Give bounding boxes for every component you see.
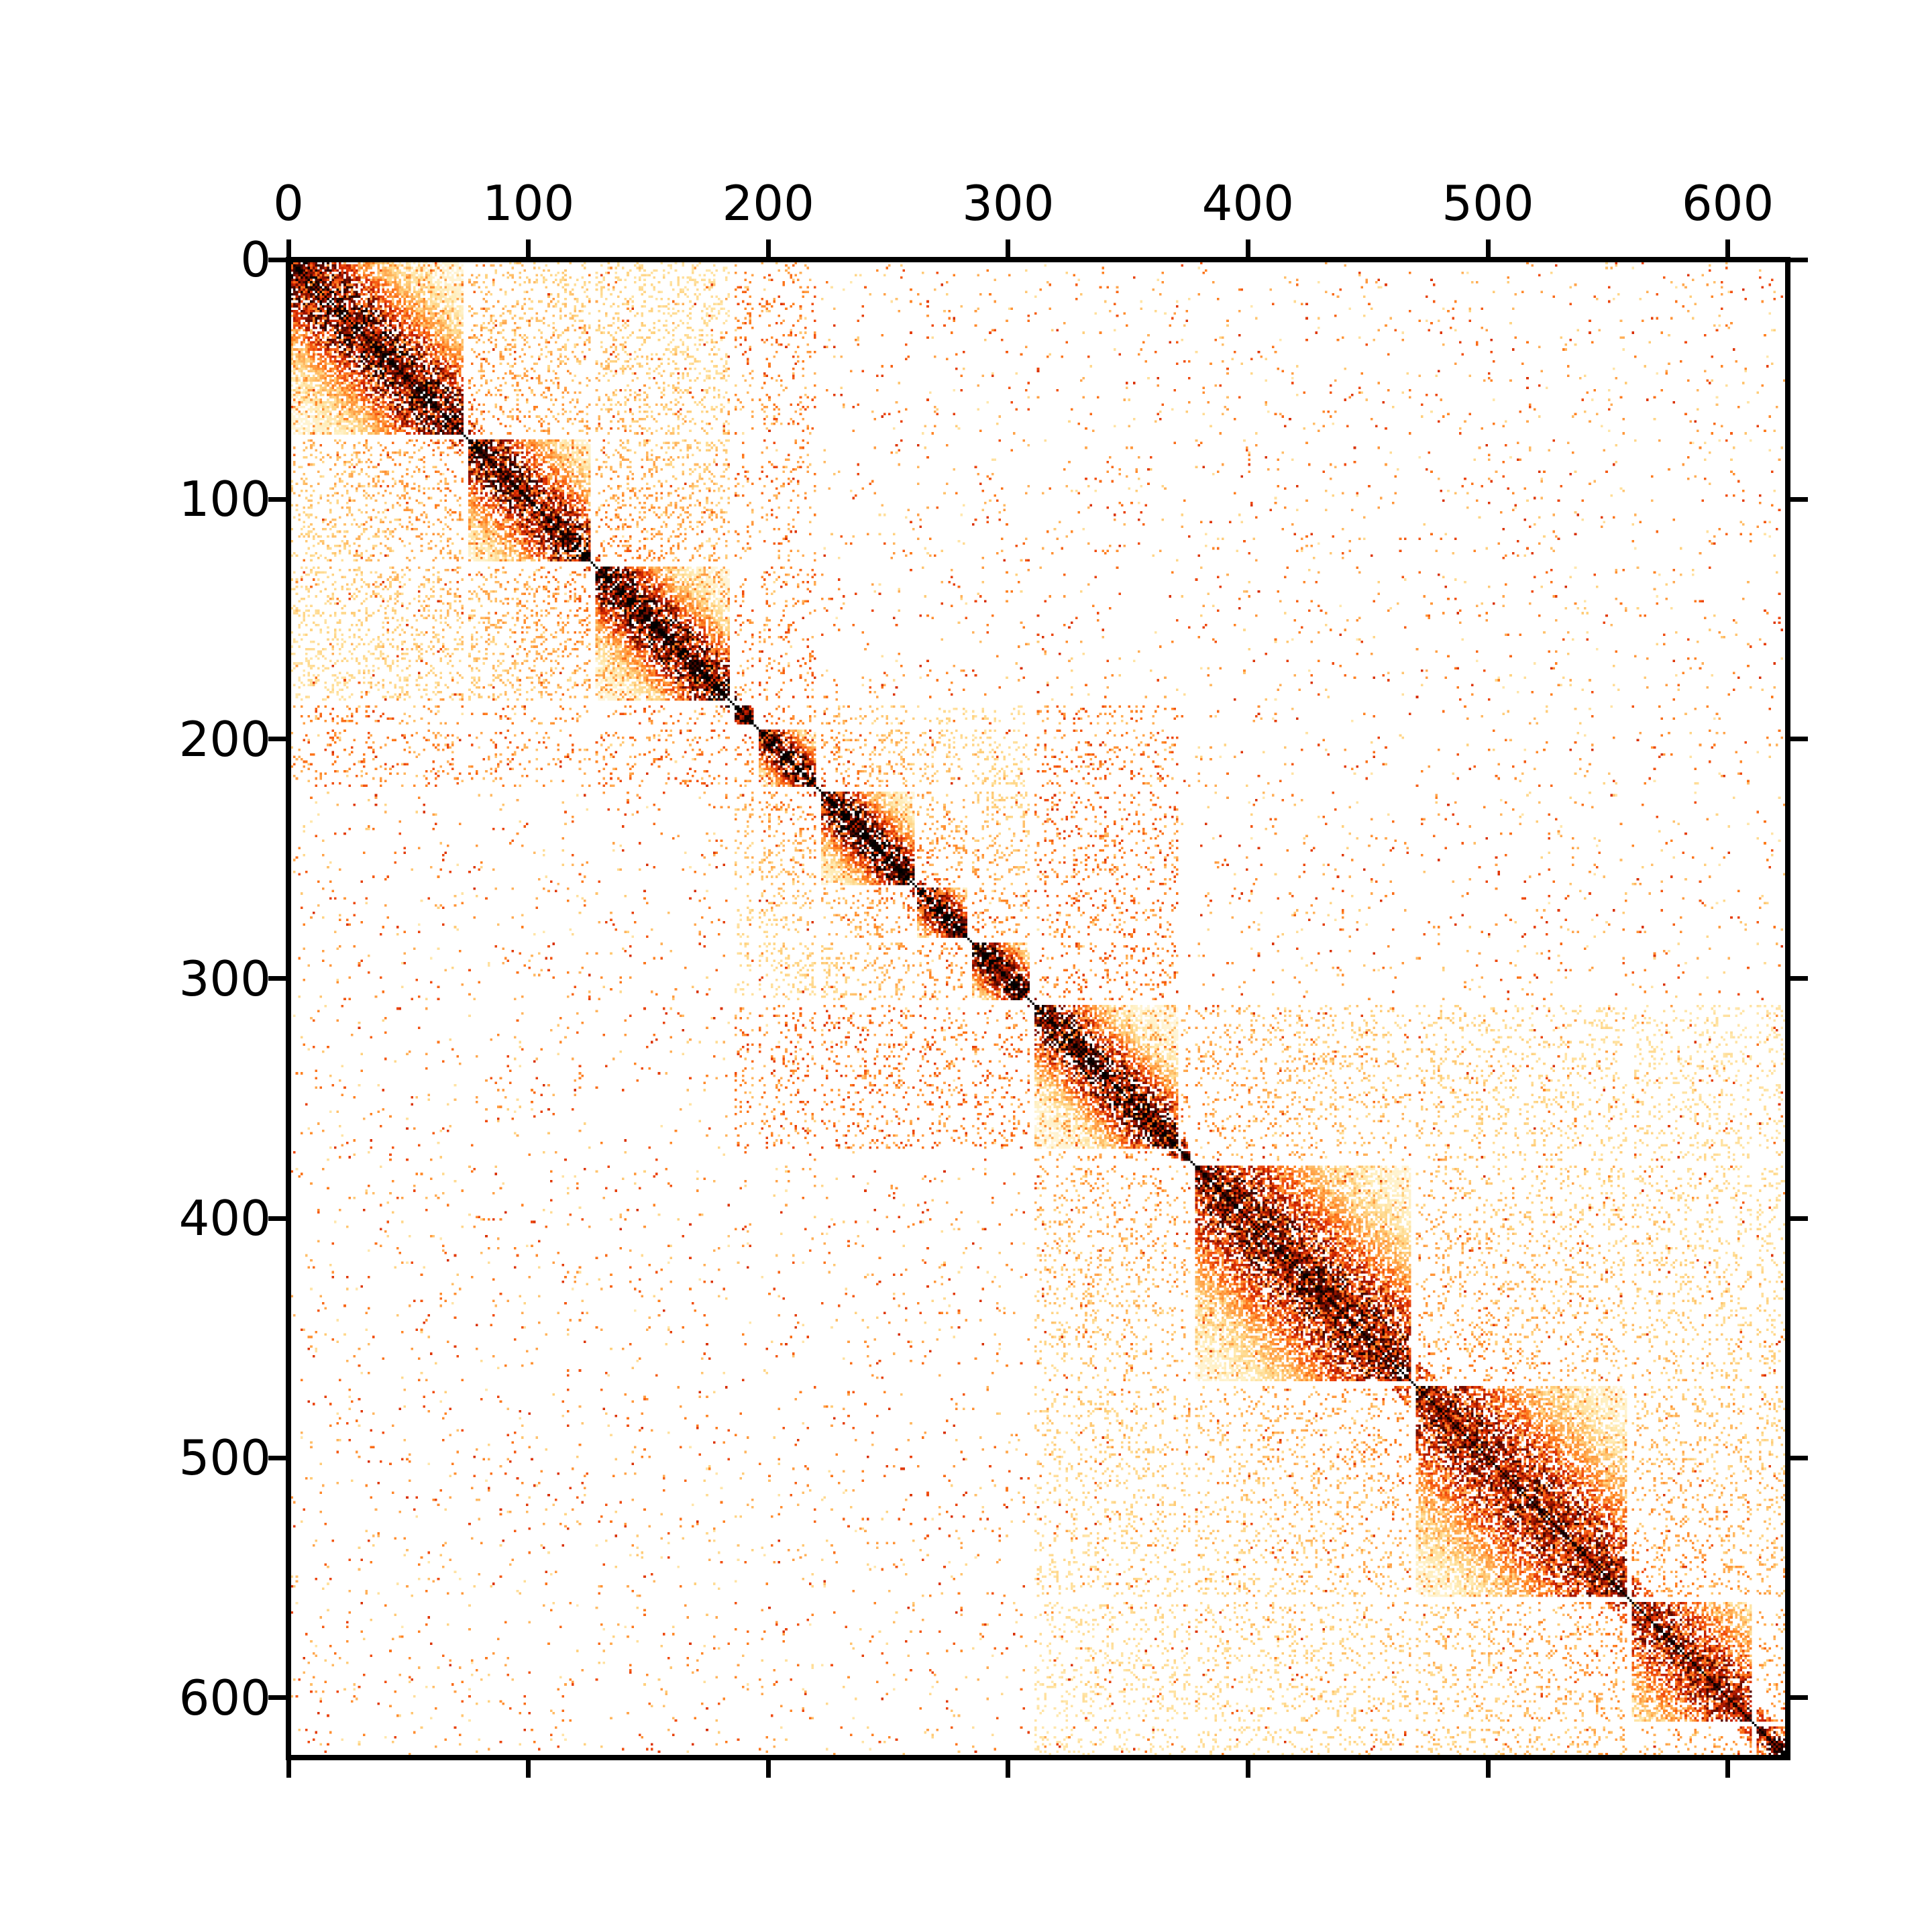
- y-tick-label-600: 600: [178, 1669, 271, 1726]
- x-tick-bottom-400: [1245, 1760, 1250, 1778]
- y-tick-label-100: 100: [178, 471, 271, 528]
- y-tick-left-600: [268, 1695, 286, 1701]
- x-tick-top-100: [526, 239, 531, 257]
- y-tick-right-400: [1790, 1216, 1808, 1221]
- y-tick-label-300: 300: [178, 950, 271, 1007]
- y-tick-left-200: [268, 737, 286, 742]
- x-tick-bottom-100: [526, 1760, 531, 1778]
- x-tick-top-300: [1006, 239, 1011, 257]
- y-tick-right-0: [1790, 257, 1808, 262]
- y-tick-left-0: [268, 257, 286, 262]
- x-tick-top-400: [1245, 239, 1250, 257]
- y-tick-left-300: [268, 976, 286, 981]
- y-tick-right-100: [1790, 496, 1808, 502]
- x-tick-top-500: [1485, 239, 1491, 257]
- axis-spine-top: [286, 257, 1790, 262]
- x-tick-label-0: 0: [273, 175, 304, 231]
- y-tick-label-400: 400: [178, 1190, 271, 1247]
- x-tick-label-100: 100: [482, 175, 575, 231]
- y-tick-label-0: 0: [240, 231, 271, 288]
- y-tick-right-600: [1790, 1695, 1808, 1701]
- x-tick-top-200: [765, 239, 771, 257]
- x-tick-label-500: 500: [1442, 175, 1534, 231]
- x-tick-label-400: 400: [1201, 175, 1295, 231]
- y-tick-left-100: [268, 496, 286, 502]
- axis-spine-bottom: [286, 1755, 1790, 1760]
- y-tick-right-300: [1790, 976, 1808, 981]
- x-tick-bottom-500: [1485, 1760, 1491, 1778]
- y-tick-label-500: 500: [178, 1430, 271, 1487]
- x-tick-top-0: [286, 239, 291, 257]
- contact-matrix-heatmap: [288, 260, 1788, 1758]
- x-tick-bottom-600: [1725, 1760, 1731, 1778]
- x-tick-top-600: [1725, 239, 1731, 257]
- x-tick-label-300: 300: [962, 175, 1055, 231]
- y-tick-right-200: [1790, 737, 1808, 742]
- heatmap-axes: 0 100 200 300 400 500 600 0 100 200 300 400 500 600: [179, 179, 1808, 1778]
- x-tick-label-600: 600: [1681, 175, 1774, 231]
- x-tick-bottom-200: [765, 1760, 771, 1778]
- axis-spine-left: [286, 257, 291, 1760]
- y-tick-right-500: [1790, 1455, 1808, 1460]
- y-tick-left-400: [268, 1216, 286, 1221]
- y-tick-label-200: 200: [178, 710, 271, 767]
- x-tick-bottom-300: [1006, 1760, 1011, 1778]
- axis-spine-right: [1785, 257, 1790, 1760]
- y-tick-left-500: [268, 1455, 286, 1460]
- x-tick-label-200: 200: [722, 175, 814, 231]
- x-tick-bottom-0: [286, 1760, 291, 1778]
